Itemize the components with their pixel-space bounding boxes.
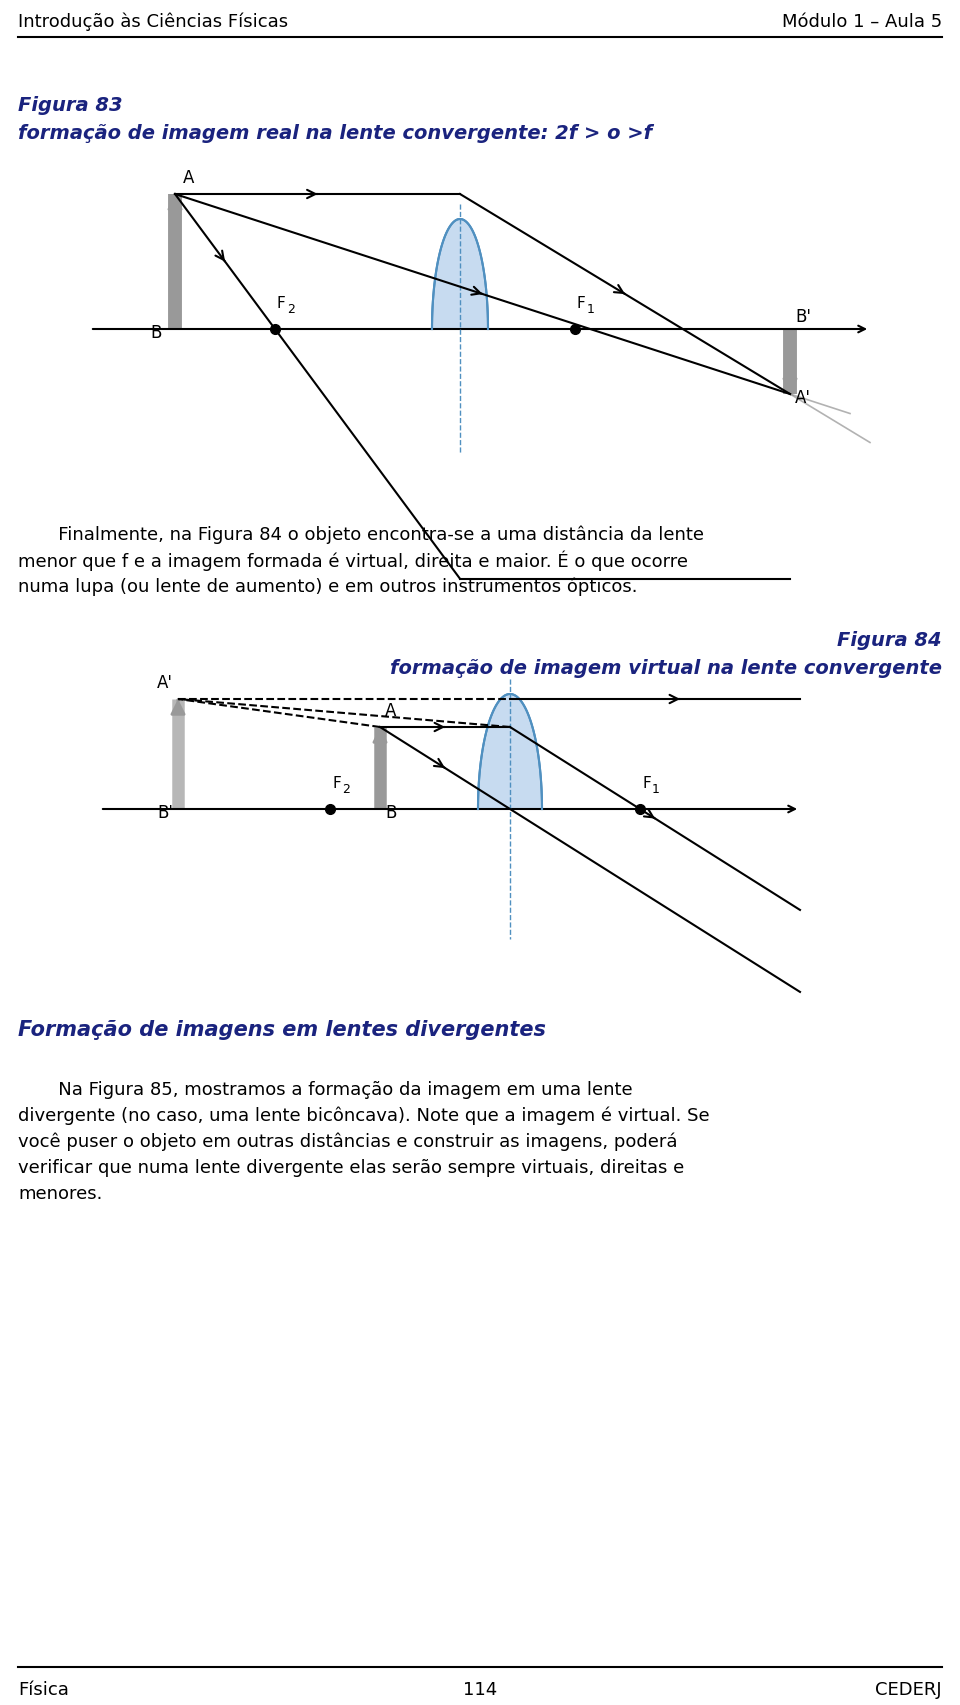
Text: 114: 114: [463, 1679, 497, 1698]
Text: A': A': [795, 389, 811, 407]
Text: B: B: [385, 803, 396, 822]
Text: numa lupa (ou lente de aumento) e em outros instrumentos ópticos.: numa lupa (ou lente de aumento) e em out…: [18, 578, 637, 597]
Text: você puser o objeto em outras distâncias e construir as imagens, poderá: você puser o objeto em outras distâncias…: [18, 1132, 678, 1151]
Text: A': A': [157, 673, 173, 692]
Text: divergente (no caso, uma lente bicôncava). Note que a imagem é virtual. Se: divergente (no caso, uma lente bicôncava…: [18, 1107, 709, 1125]
Text: F: F: [277, 297, 286, 310]
Text: A: A: [183, 169, 194, 188]
Text: Módulo 1 – Aula 5: Módulo 1 – Aula 5: [781, 14, 942, 31]
Text: menores.: menores.: [18, 1185, 103, 1202]
Text: Formação de imagens em lentes divergentes: Formação de imagens em lentes divergente…: [18, 1020, 546, 1040]
Text: verificar que numa lente divergente elas serão sempre virtuais, direitas e: verificar que numa lente divergente elas…: [18, 1158, 684, 1176]
Text: B': B': [795, 309, 811, 326]
Text: Física: Física: [18, 1679, 69, 1698]
Text: formação de imagem virtual na lente convergente: formação de imagem virtual na lente conv…: [390, 658, 942, 677]
Text: B: B: [150, 324, 161, 341]
Text: Na Figura 85, mostramos a formação da imagem em uma lente: Na Figura 85, mostramos a formação da im…: [18, 1081, 633, 1098]
Text: menor que f e a imagem formada é virtual, direita e maior. É o que ocorre: menor que f e a imagem formada é virtual…: [18, 551, 688, 571]
Text: Figura 84: Figura 84: [837, 631, 942, 650]
Text: F: F: [577, 297, 586, 310]
Text: 2: 2: [287, 303, 295, 315]
Polygon shape: [478, 694, 542, 810]
Text: F: F: [642, 776, 651, 791]
Text: B': B': [157, 803, 173, 822]
Text: A: A: [385, 701, 396, 720]
Text: 1: 1: [587, 303, 595, 315]
Text: CEDERJ: CEDERJ: [876, 1679, 942, 1698]
Text: F: F: [332, 776, 341, 791]
Text: 1: 1: [652, 783, 660, 796]
Text: formação de imagem real na lente convergente: 2f > o >f: formação de imagem real na lente converg…: [18, 123, 652, 143]
Text: 2: 2: [342, 783, 349, 796]
Text: Introdução às Ciências Físicas: Introdução às Ciências Físicas: [18, 12, 288, 31]
Polygon shape: [432, 220, 488, 329]
Text: Figura 83: Figura 83: [18, 95, 123, 114]
Text: Finalmente, na Figura 84 o objeto encontra-se a uma distância da lente: Finalmente, na Figura 84 o objeto encont…: [18, 525, 704, 544]
